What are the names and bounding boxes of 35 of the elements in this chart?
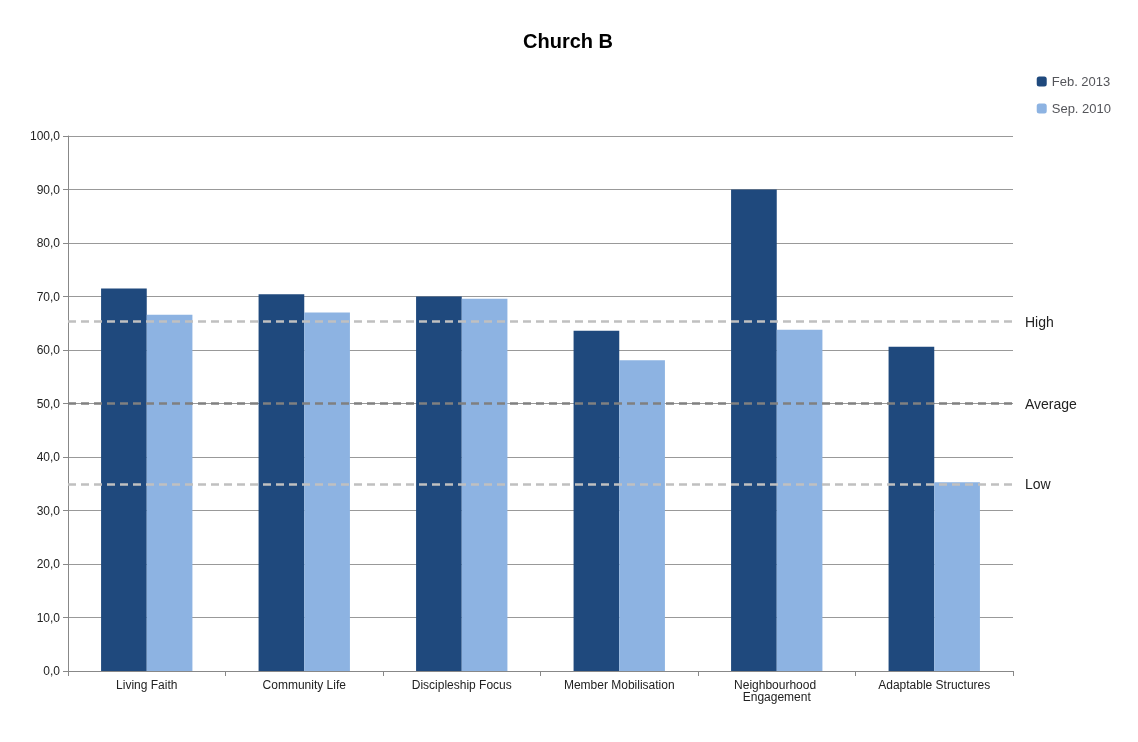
y-tick-label: 20,0 — [36, 557, 61, 571]
bar — [776, 329, 823, 671]
x-tick-label: Adaptable Structures — [878, 678, 991, 692]
y-tick-label: 0,0 — [43, 664, 61, 678]
x-tick-label: Living Faith — [116, 678, 178, 692]
x-tick-label: Community Life — [262, 678, 347, 692]
y-tick-label: 60,0 — [36, 343, 61, 357]
legend-label: Sep. 2010 — [1051, 101, 1112, 116]
legend-label: Feb. 2013 — [1051, 74, 1111, 89]
bar — [101, 288, 147, 671]
ref-line-label: High — [1025, 313, 1054, 330]
bar — [461, 298, 508, 671]
bar — [258, 294, 305, 671]
bar — [573, 330, 620, 671]
chart-title: Church B — [523, 30, 613, 52]
ref-line-label: Low — [1025, 475, 1052, 492]
y-tick-label: 30,0 — [36, 503, 61, 518]
bar — [304, 312, 350, 671]
y-tick-label: 90,0 — [36, 182, 61, 197]
y-tick-label: 50,0 — [36, 396, 61, 411]
bar — [619, 360, 665, 671]
bar — [888, 346, 935, 671]
bar — [731, 189, 777, 671]
y-tick-label: 70,0 — [36, 289, 61, 304]
x-tick-label: Neighbourhood Engagement — [734, 678, 820, 704]
y-tick-label: 100,0 — [29, 129, 61, 143]
y-tick-label: 10,0 — [36, 610, 61, 625]
y-tick-label: 40,0 — [36, 450, 61, 464]
bar — [416, 296, 462, 671]
x-tick-label: Discipleship Focus — [411, 678, 512, 692]
bar — [146, 314, 193, 671]
x-tick-label: Member Mobilisation — [563, 678, 675, 692]
y-tick-label: 80,0 — [36, 236, 61, 250]
ref-line-label: Average — [1025, 395, 1078, 412]
bar — [934, 482, 980, 671]
